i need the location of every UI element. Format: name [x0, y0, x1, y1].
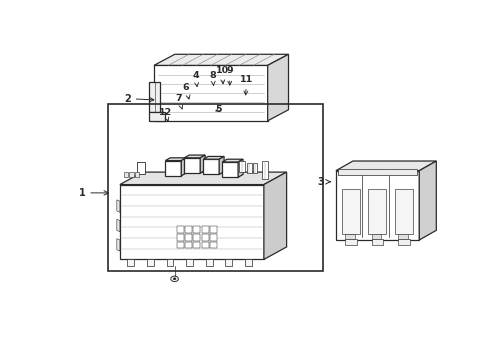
Polygon shape	[149, 82, 159, 112]
Polygon shape	[184, 158, 200, 173]
Bar	[398, 239, 409, 245]
Polygon shape	[238, 159, 243, 177]
Polygon shape	[222, 159, 243, 162]
Text: 1: 1	[79, 188, 108, 198]
Bar	[137, 162, 145, 175]
Bar	[123, 172, 127, 177]
Bar	[147, 260, 154, 266]
Polygon shape	[418, 161, 435, 240]
Polygon shape	[120, 172, 286, 185]
Bar	[210, 242, 217, 248]
Polygon shape	[335, 171, 418, 240]
Text: 4: 4	[192, 71, 199, 86]
Polygon shape	[165, 158, 186, 161]
Bar	[176, 226, 183, 233]
Bar	[210, 226, 217, 233]
Bar	[184, 242, 191, 248]
Bar	[166, 260, 173, 266]
Text: 6: 6	[183, 83, 189, 99]
Bar	[193, 226, 200, 233]
Bar	[176, 234, 183, 240]
Text: 7: 7	[175, 94, 183, 109]
Polygon shape	[203, 159, 219, 175]
Polygon shape	[264, 172, 286, 260]
Polygon shape	[165, 161, 181, 176]
Text: 10: 10	[215, 66, 228, 84]
Bar	[127, 260, 134, 266]
Bar	[394, 189, 412, 234]
Polygon shape	[154, 54, 288, 66]
Bar	[202, 234, 208, 240]
Text: 8: 8	[209, 71, 216, 85]
Text: 9: 9	[226, 66, 233, 85]
Circle shape	[170, 276, 178, 282]
Polygon shape	[117, 239, 120, 251]
Bar	[205, 260, 212, 266]
Bar	[367, 189, 386, 234]
Bar	[186, 260, 193, 266]
Polygon shape	[120, 185, 264, 260]
Bar	[252, 163, 257, 173]
Polygon shape	[219, 157, 224, 175]
Bar	[129, 172, 133, 177]
Polygon shape	[267, 54, 288, 121]
Polygon shape	[117, 219, 120, 232]
Polygon shape	[335, 161, 435, 171]
Text: 2: 2	[124, 94, 154, 104]
Bar	[398, 234, 407, 239]
Circle shape	[173, 278, 176, 280]
Bar	[202, 242, 208, 248]
Polygon shape	[154, 66, 267, 121]
Bar	[225, 260, 232, 266]
Bar	[210, 234, 217, 240]
Bar	[184, 226, 191, 233]
Bar	[337, 169, 417, 175]
Polygon shape	[117, 200, 120, 212]
Bar	[262, 161, 267, 179]
Bar	[246, 163, 251, 173]
Text: 11: 11	[240, 75, 253, 95]
Polygon shape	[203, 157, 224, 159]
Text: 12: 12	[159, 108, 172, 121]
Bar	[371, 234, 381, 239]
Bar	[184, 234, 191, 240]
Bar	[244, 260, 251, 266]
Text: 5: 5	[215, 105, 221, 114]
Polygon shape	[149, 112, 164, 121]
Bar	[108, 104, 322, 270]
Text: 3: 3	[317, 177, 329, 187]
Polygon shape	[181, 158, 186, 176]
Bar	[202, 226, 208, 233]
Bar	[371, 239, 383, 245]
Polygon shape	[184, 155, 205, 158]
Bar	[345, 234, 354, 239]
Polygon shape	[222, 162, 238, 177]
Bar	[135, 172, 139, 177]
Bar	[176, 242, 183, 248]
Bar	[193, 242, 200, 248]
Polygon shape	[200, 155, 205, 173]
Bar	[239, 161, 245, 172]
Bar	[341, 189, 359, 234]
Bar	[345, 239, 356, 245]
Bar	[193, 234, 200, 240]
